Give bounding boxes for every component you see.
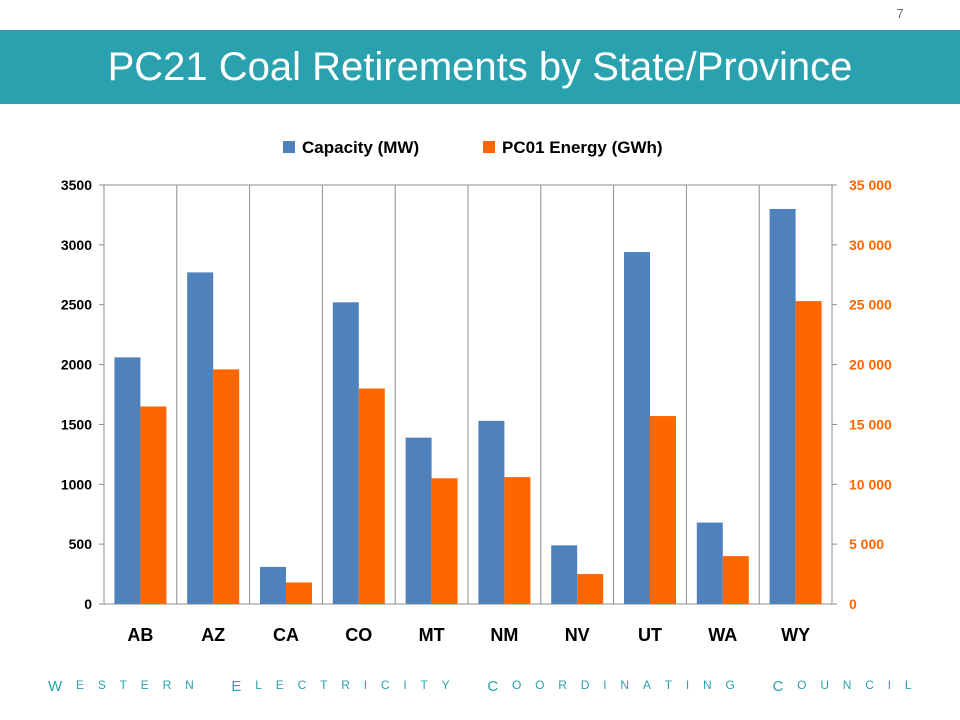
x-tick-label: UT [638,625,662,645]
footer-letter: R [341,678,350,692]
slide-title: PC21 Coal Retirements by State/Province [107,45,853,89]
footer-letter: I [363,678,368,692]
footer-letter: I [403,678,407,692]
footer-letter [749,678,759,695]
footer-letter: D [580,678,590,692]
footer-letter: N [703,678,712,692]
capacity-bar [551,545,578,604]
y-tick-label: 0 [84,596,92,612]
capacity-bar [405,437,432,604]
capacity-bar [332,302,359,604]
y2-tick-label: 0 [849,596,857,612]
footer-letter: O [535,678,545,692]
footer-letter: L [904,678,912,692]
y2-tick-label: 5 000 [849,536,884,552]
footer-letter: N [620,678,630,692]
footer-letter: I [685,678,690,692]
y-tick-label: 3000 [61,237,92,253]
legend-swatch [483,141,495,153]
x-tick-label: AZ [201,625,225,645]
y-tick-label: 500 [69,536,93,552]
energy-bar [577,574,604,604]
footer-letter: T [420,678,428,692]
footer-letter: E [231,678,242,695]
footer-letter: T [320,678,328,692]
y2-tick-label: 30 000 [849,237,892,253]
footer-letter: W [48,678,63,695]
footer-letter: C [865,678,874,692]
energy-bar [213,369,240,604]
y-tick-label: 3500 [61,177,92,193]
footer-letter: E [75,678,84,692]
page-number: 7 [896,6,904,21]
x-tick-label: AB [127,625,153,645]
footer-letter: E [140,678,149,692]
y-tick-label: 2500 [61,297,92,313]
footer-letter: T [119,678,127,692]
y-tick-label: 1500 [61,416,92,432]
y2-tick-label: 25 000 [849,297,892,313]
capacity-bar [478,420,505,604]
capacity-bar [769,208,796,604]
footer-letter: G [725,678,735,692]
footer-letter: C [772,678,784,695]
y2-tick-label: 10 000 [849,476,892,492]
footer-letter: L [255,678,262,692]
x-tick-label: MT [419,625,445,645]
footer-letter: R [558,678,567,692]
legend-label: PC01 Energy (GWh) [502,138,663,157]
energy-bar [358,388,385,604]
footer-letter: U [820,678,829,692]
footer-letter [208,678,218,695]
energy-bar [431,478,458,604]
energy-bar [140,406,167,604]
footer-letter: R [162,678,172,692]
x-tick-label: WY [781,625,810,645]
footer-letter [463,678,473,695]
footer-letter: O [797,678,807,692]
capacity-bar [187,272,214,604]
capacity-bar [114,357,141,604]
x-tick-label: NM [490,625,518,645]
capacity-bar [624,252,650,605]
footer-letter: S [97,678,106,692]
footer-letter: N [185,678,194,692]
footer-letter: C [297,678,307,692]
x-tick-label: WA [708,625,737,645]
footer-letter: A [642,678,651,692]
footer-letter: C [380,678,390,692]
y-tick-label: 2000 [61,357,92,373]
y2-tick-label: 15 000 [849,416,892,432]
legend-label: Capacity (MW) [302,138,419,157]
footer-letter: T [664,678,673,692]
energy-bar [286,582,312,604]
footer-letter: C [487,678,499,695]
x-tick-label: NV [565,625,590,645]
x-tick-label: CO [345,625,372,645]
title-bar [0,30,960,104]
y2-tick-label: 20 000 [849,357,892,373]
footer-letter: I [603,678,607,692]
x-tick-label: CA [273,625,299,645]
footer-letter: O [511,678,522,692]
energy-bar [650,416,676,604]
footer-letter: I [887,678,892,692]
energy-bar [795,301,822,604]
y2-tick-label: 35 000 [849,177,892,193]
energy-bar [504,477,531,604]
footer-letter: N [842,678,852,692]
footer-letter: E [275,678,284,692]
capacity-bar [260,566,286,604]
y-tick-label: 1000 [61,476,92,492]
energy-bar [722,556,749,604]
capacity-bar [696,522,723,604]
legend-swatch [283,141,295,153]
footer-letter: Y [441,678,450,692]
